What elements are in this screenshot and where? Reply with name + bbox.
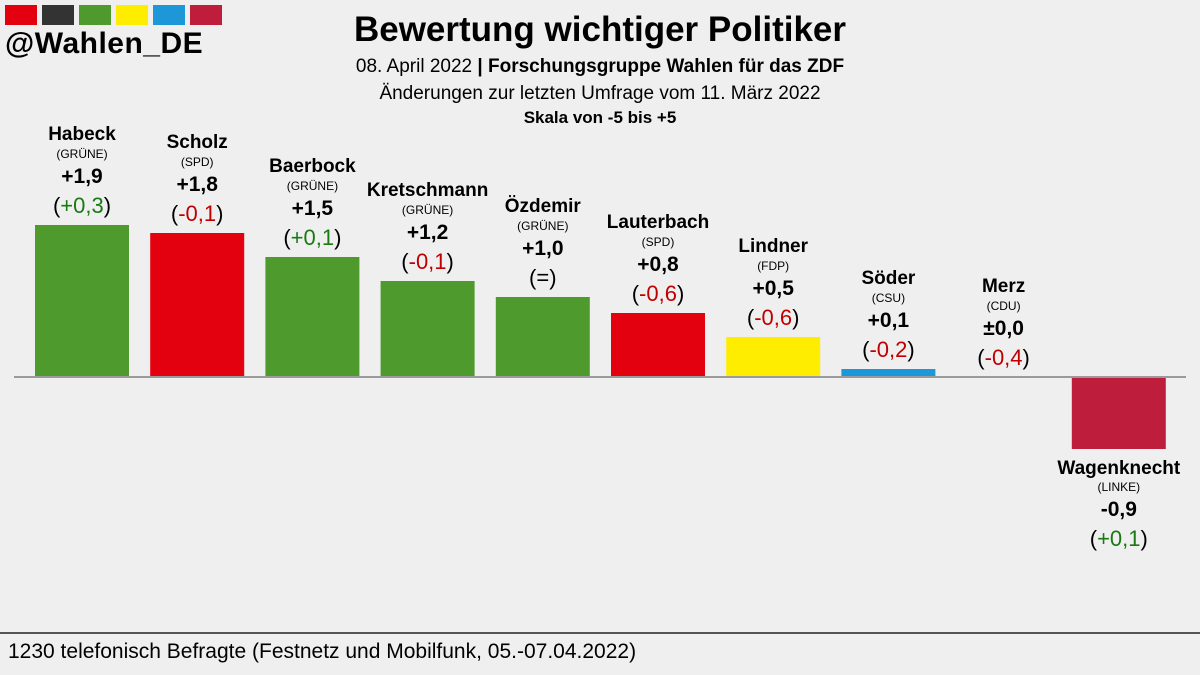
party-label: (FDP) <box>757 259 789 273</box>
subtitle-source: Forschungsgruppe Wahlen für das ZDF <box>488 56 845 77</box>
color-swatch <box>116 5 148 25</box>
change-label: (-0,2) <box>862 337 915 362</box>
value-label: +0,1 <box>868 309 910 332</box>
bar <box>611 313 705 377</box>
bar <box>1071 377 1166 449</box>
value-label: +1,8 <box>176 173 218 196</box>
party-label: (GRÜNE) <box>56 147 107 161</box>
value-label: ±0,0 <box>983 317 1024 340</box>
politician-name: Merz <box>982 276 1025 297</box>
value-label: -0,9 <box>1101 498 1137 521</box>
chart-title: Bewertung wichtiger Politiker <box>353 10 847 49</box>
change-label: (-0,6) <box>747 305 800 330</box>
color-swatch <box>190 5 222 25</box>
party-label: (LINKE) <box>1097 480 1140 494</box>
politician-name: Wagenknecht <box>1057 458 1180 479</box>
scale-note: Skala von -5 bis +5 <box>523 108 677 127</box>
color-swatch <box>153 5 185 25</box>
party-label: (CDU) <box>987 299 1021 313</box>
politician-name: Özdemir <box>505 196 582 217</box>
change-label: (+0,3) <box>53 193 111 218</box>
color-swatch <box>79 5 111 25</box>
bar <box>265 257 360 377</box>
politician-name: Scholz <box>167 132 228 153</box>
color-swatch <box>5 5 37 25</box>
subtitle: 08. April 2022 | Forschungsgruppe Wahlen… <box>0 56 1200 78</box>
bar <box>35 225 129 377</box>
politician-name: Baerbock <box>269 156 356 177</box>
party-label: (SPD) <box>181 155 214 169</box>
color-strip <box>5 5 227 25</box>
subtitle-date: 08. April 2022 <box>355 56 473 77</box>
value-label: +1,2 <box>407 221 448 244</box>
politician-name: Kretschmann <box>367 180 488 201</box>
change-label: (=) <box>529 265 557 290</box>
footer-divider <box>0 632 1200 634</box>
handle: @Wahlen_DE <box>5 27 204 60</box>
color-swatch <box>42 5 74 25</box>
change-label: (+0,1) <box>1090 526 1148 551</box>
subtitle-separator: | <box>477 56 483 77</box>
value-label: +0,8 <box>637 253 679 276</box>
change-label: (+0,1) <box>283 225 341 250</box>
party-label: (CSU) <box>872 291 905 305</box>
bar <box>380 281 475 377</box>
bar <box>841 369 936 377</box>
politician-name: Lauterbach <box>607 212 709 233</box>
footer-note: 1230 telefonisch Befragte (Festnetz und … <box>8 640 637 663</box>
bar <box>150 233 245 377</box>
party-label: (GRÜNE) <box>517 219 568 233</box>
change-label: (-0,1) <box>171 201 224 226</box>
value-label: +1,5 <box>292 197 334 220</box>
change-label: (-0,6) <box>632 281 685 306</box>
politician-name: Lindner <box>738 236 808 257</box>
party-label: (SPD) <box>642 235 675 249</box>
change-label: (-0,4) <box>977 345 1030 370</box>
value-label: +1,9 <box>61 165 102 188</box>
bar <box>726 337 821 377</box>
politician-name: Habeck <box>48 124 116 145</box>
change-note: Änderungen zur letzten Umfrage vom 11. M… <box>379 83 821 104</box>
change-label: (-0,1) <box>401 249 454 274</box>
politician-name: Söder <box>861 268 915 289</box>
value-label: +1,0 <box>522 237 563 260</box>
value-label: +0,5 <box>752 277 794 300</box>
party-label: (GRÜNE) <box>402 203 453 217</box>
bar <box>495 297 590 377</box>
party-label: (GRÜNE) <box>287 179 338 193</box>
